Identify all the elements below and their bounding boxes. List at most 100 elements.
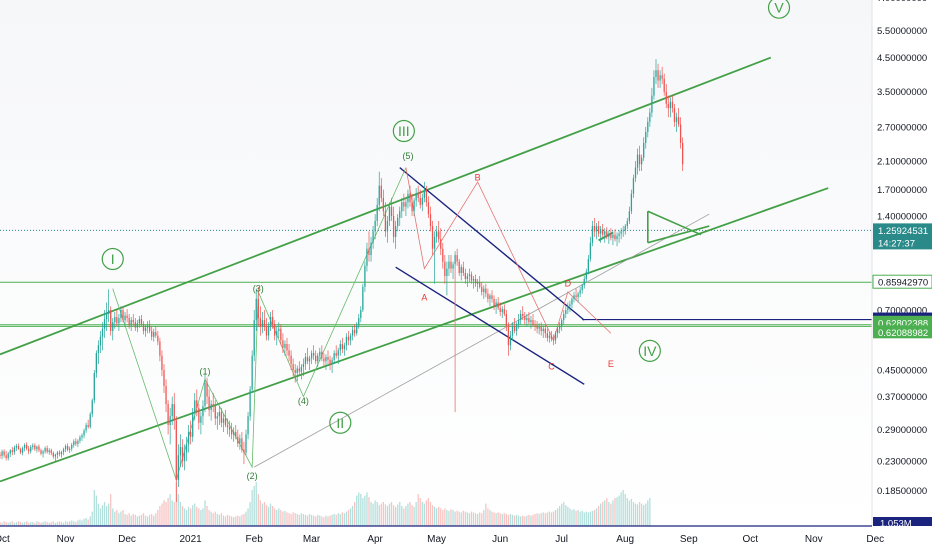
candle-body [622,230,624,232]
volume-bar [417,494,419,526]
volume-bar [228,515,231,526]
candle-body [587,258,589,272]
price-axis-bg [872,0,932,526]
volume-bar [64,521,67,526]
volume-bar [3,521,5,526]
candle-body [183,452,186,462]
time-axis[interactable]: Oct Nov Dec 2021 Feb Mar Apr May Jun Jul Aug Sep Oct… [0,525,932,550]
candle-body [616,235,618,240]
volume-bar [17,521,20,526]
volume-bar [604,500,606,526]
volume-bar [241,514,243,526]
candle-body [382,197,384,212]
candle-body [151,330,153,337]
wave-sublabel: (2) [247,471,258,481]
volume-bar [249,502,251,526]
candle-body [347,336,350,341]
volume-bar [497,512,499,526]
volume-bar [245,511,247,526]
volume-bar [559,506,561,526]
candle-body [58,452,61,455]
volume-bar [118,513,120,526]
candle-body [87,425,89,427]
volume-bar [425,500,428,526]
volume-bar [214,511,216,526]
candle-body [591,226,594,243]
price-tick-label: 0.18500000 [877,486,927,497]
volume-bar [46,522,48,526]
volume-bar [458,511,460,526]
candle-body [32,445,34,448]
candle-body [349,335,352,341]
volume-bar [87,519,89,526]
volume-bar [290,514,292,526]
candle-body [333,353,335,360]
volume-bar [444,508,446,526]
volume-bar [534,514,536,526]
volume-bar [302,514,305,526]
candle-body [26,444,28,449]
candle-body [155,332,157,336]
candle-body [419,197,421,205]
candle-body [38,446,40,451]
volume-bar [79,519,81,526]
candle-body [132,320,134,323]
volume-bar [419,498,421,526]
volume-bar [341,512,343,526]
candle-body [263,320,266,327]
candle-body [251,355,253,390]
volume-bar [208,510,210,526]
volume-bar [589,511,592,526]
volume-bar [390,502,393,526]
volume-bar [308,514,311,526]
volume-bar [448,510,450,526]
candle-body [122,310,124,321]
volume-bar [206,506,208,526]
volume-bar [216,514,218,526]
volume-bar [122,510,124,526]
candle-body [222,418,225,423]
candle-body [600,229,602,234]
volume-bar [360,494,362,526]
candle-body [323,358,325,362]
candle-body [446,268,448,276]
volume-bar [140,514,143,526]
volume-bar [409,502,411,526]
candle-body [577,293,579,298]
volume-bar [40,522,42,526]
volume-bar [171,500,173,526]
candle-body [407,193,409,203]
volume-bar [395,506,397,526]
candle-body [214,406,216,419]
candle-body [157,335,159,342]
candle-body [593,226,596,232]
candle-body [518,320,520,325]
wave-label-circle [638,339,661,363]
candle-body [395,226,397,237]
candle-body [128,318,130,326]
candle-body [321,351,323,359]
volume-bar [446,510,448,526]
price-badge [872,274,932,289]
volume-bar [210,511,212,526]
volume-bar [565,505,567,526]
volume-bar [335,514,337,526]
wave-label-circle [392,119,415,143]
candle-body [294,370,296,374]
candle-body [554,333,557,341]
volume-bar [358,492,360,526]
volume-bar [187,506,190,526]
volume-bar [304,514,307,526]
volume-bar [7,522,9,526]
time-tick-label: Nov [57,534,75,545]
volume-bar [636,504,639,526]
candle-body [540,326,542,331]
candle-body [489,295,491,299]
candle-body [284,344,286,348]
volume-bar [95,495,97,526]
candle-body [503,309,505,314]
volume-bar [491,511,493,526]
volume-bar [567,506,569,526]
